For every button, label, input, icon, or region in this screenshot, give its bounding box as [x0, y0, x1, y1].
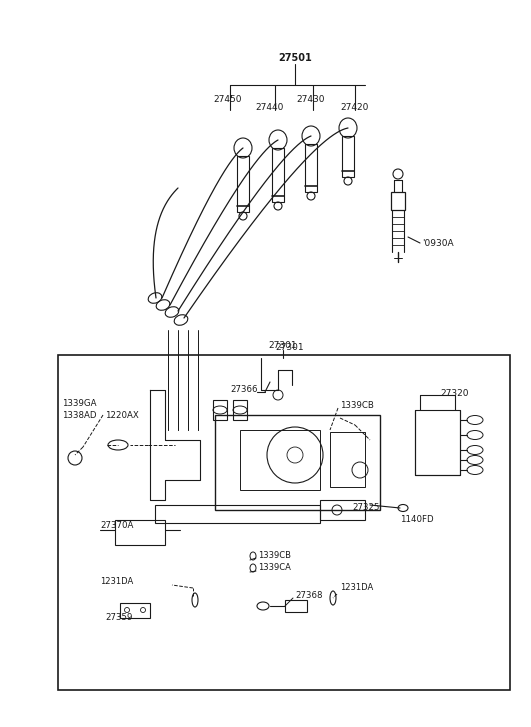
- Text: 27368: 27368: [295, 590, 322, 600]
- Bar: [237, 156, 249, 212]
- Text: 27420: 27420: [340, 103, 369, 113]
- Text: 27501: 27501: [278, 53, 312, 63]
- Bar: [58, 355, 510, 690]
- Text: 27370A: 27370A: [100, 521, 133, 529]
- Text: 27301: 27301: [275, 343, 304, 353]
- Text: '0930A: '0930A: [422, 238, 453, 247]
- Bar: [320, 500, 365, 520]
- Text: 27301: 27301: [269, 340, 297, 350]
- Text: 1339CA: 1339CA: [258, 563, 291, 572]
- Bar: [233, 400, 247, 420]
- Bar: [240, 430, 320, 490]
- Bar: [330, 432, 365, 487]
- Text: 1231DA: 1231DA: [100, 577, 133, 587]
- Text: 1140FD: 1140FD: [400, 515, 434, 524]
- Text: 27366: 27366: [230, 385, 258, 395]
- Text: 1339CB: 1339CB: [340, 401, 374, 409]
- Bar: [215, 415, 380, 510]
- Bar: [285, 600, 307, 612]
- Text: 27440: 27440: [255, 103, 284, 113]
- Text: 1231DA: 1231DA: [340, 584, 373, 593]
- Bar: [272, 148, 284, 202]
- Bar: [415, 410, 460, 475]
- Text: 27450: 27450: [213, 95, 242, 105]
- Bar: [213, 400, 227, 420]
- Text: 27320: 27320: [440, 388, 468, 398]
- Bar: [155, 505, 320, 523]
- Text: 27359: 27359: [105, 614, 132, 622]
- Bar: [115, 520, 165, 545]
- Text: 27430: 27430: [296, 95, 324, 105]
- Text: 1339CB: 1339CB: [258, 550, 291, 560]
- Bar: [342, 136, 354, 177]
- Text: 1220AX: 1220AX: [105, 411, 139, 419]
- Text: 1338AD: 1338AD: [62, 411, 97, 419]
- Bar: [120, 603, 150, 618]
- Bar: [391, 192, 405, 210]
- Text: 27325: 27325: [352, 504, 380, 513]
- Bar: [305, 144, 317, 192]
- Text: 1339GA: 1339GA: [62, 400, 97, 409]
